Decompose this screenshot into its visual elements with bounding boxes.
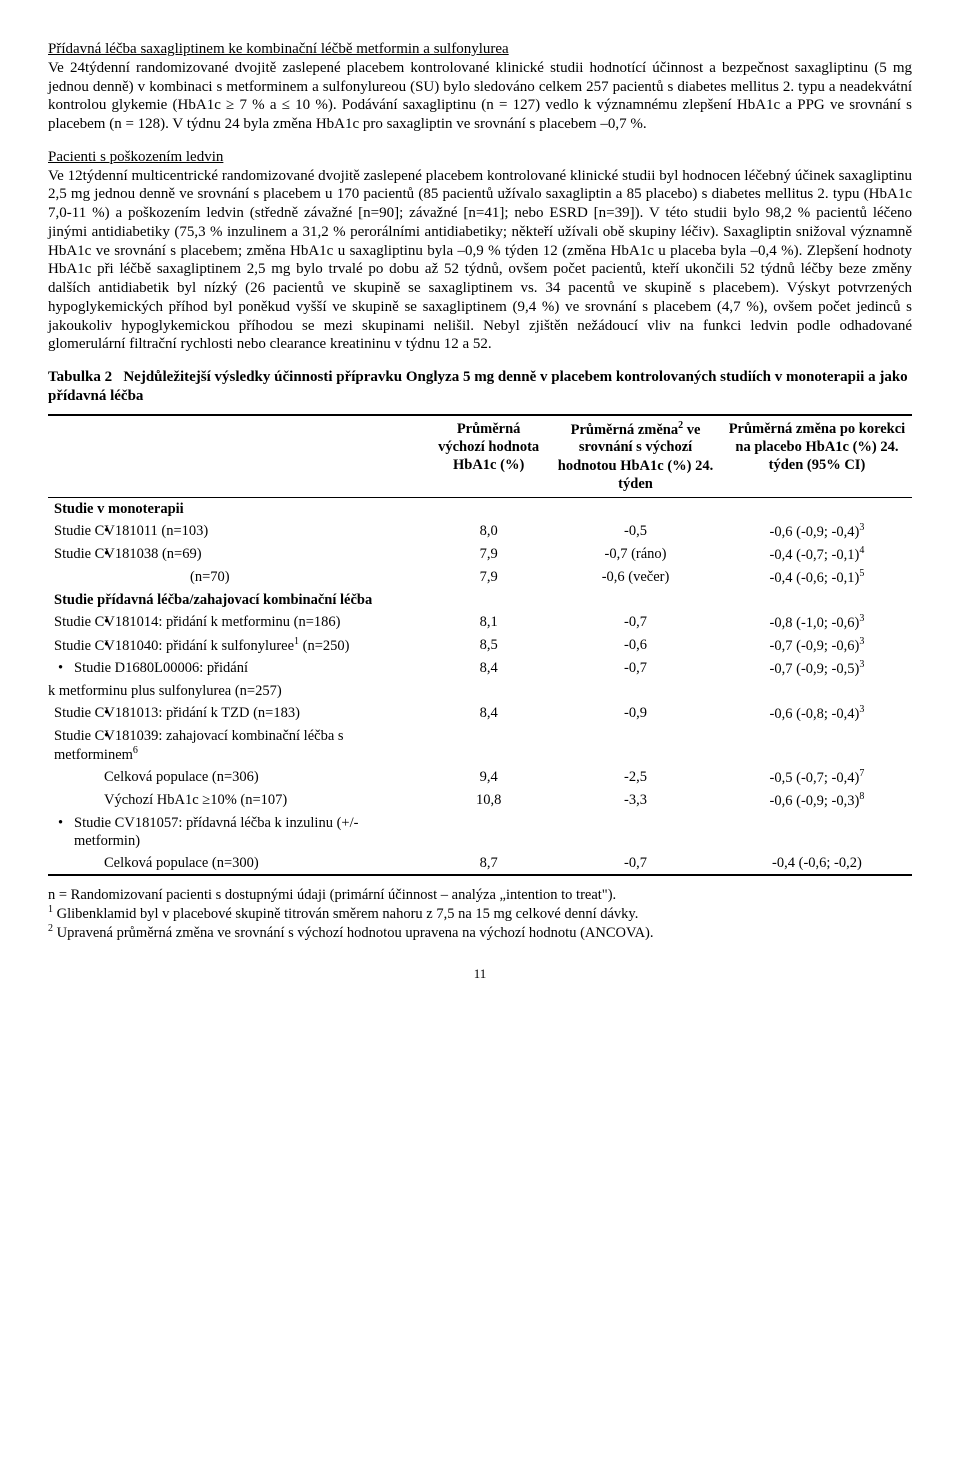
col-placebo-corrected: Průměrná změna po korekci na placebo HbA… [722,415,912,498]
table-row: Výchozí HbA1c ≥10% (n=107)10,8-3,3-0,6 (… [48,789,912,812]
paragraph-1: Ve 24týdenní randomizované dvojitě zasle… [48,60,912,132]
table-row: Studie CV181013: přidání k TZD (n=183)8,… [48,702,912,725]
footnotes: n = Randomizovaní pacienti s dostupnými … [48,886,912,942]
section-heading-2: Pacienti s poškozením ledvin Ve 12týdenn… [48,148,912,354]
col-change: Průměrná změna2 ve srovnání s výchozí ho… [549,415,722,498]
footnote-2: Upravená průměrná změna ve srovnání s vý… [53,925,654,941]
table-row: Celková populace (n=306)9,4-2,5-0,5 (-0,… [48,766,912,789]
table-row: Studie CV181038 (n=69)7,9-0,7 (ráno)-0,4… [48,543,912,566]
heading-text: Přídavná léčba saxagliptinem ke kombinač… [48,41,509,57]
table-row: (n=70)7,9-0,6 (večer)-0,4 (-0,6; -0,1)5 [48,566,912,589]
results-table: Průměrná výchozí hodnota HbA1c (%) Průmě… [48,414,912,877]
page-number: 11 [48,966,912,982]
table-row: Studie D1680L00006: přidání8,4-0,7-0,7 (… [48,657,912,680]
table-row: k metforminu plus sulfonylurea (n=257) [48,680,912,702]
heading-text-2: Pacienti s poškozením ledvin [48,149,223,165]
table-caption: Nejdůležitejší výsledky účinnosti přípra… [48,369,908,404]
table-row: Celková populace (n=300)8,7-0,7-0,4 (-0,… [48,852,912,875]
table-row: Studie CV181014: přidání k metforminu (n… [48,611,912,634]
table-title: Tabulka 2 Nejdůležitejší výsledky účinno… [48,368,912,406]
paragraph-2: Ve 12týdenní multicentrické randomizovan… [48,168,912,353]
table-section-header: Studie přídavná léčba/zahajovací kombina… [48,589,912,611]
table-row: Studie CV181040: přidání k sulfonyluree1… [48,634,912,657]
table-number: Tabulka 2 [48,369,112,385]
col-baseline: Průměrná výchozí hodnota HbA1c (%) [428,415,549,498]
section-heading-1: Přídavná léčba saxagliptinem ke kombinač… [48,40,912,134]
table-row: Studie CV181039: zahajovací kombinační l… [48,725,912,766]
table-row: Studie CV181011 (n=103)8,0-0,5-0,6 (-0,9… [48,520,912,543]
footnote-n: n = Randomizovaní pacienti s dostupnými … [48,887,616,903]
table-section-header: Studie v monoterapii [48,497,912,520]
footnote-1: Glibenklamid byl v placebové skupině tit… [53,906,638,922]
table-row: Studie CV181057: přídavná léčba k inzuli… [48,812,912,852]
